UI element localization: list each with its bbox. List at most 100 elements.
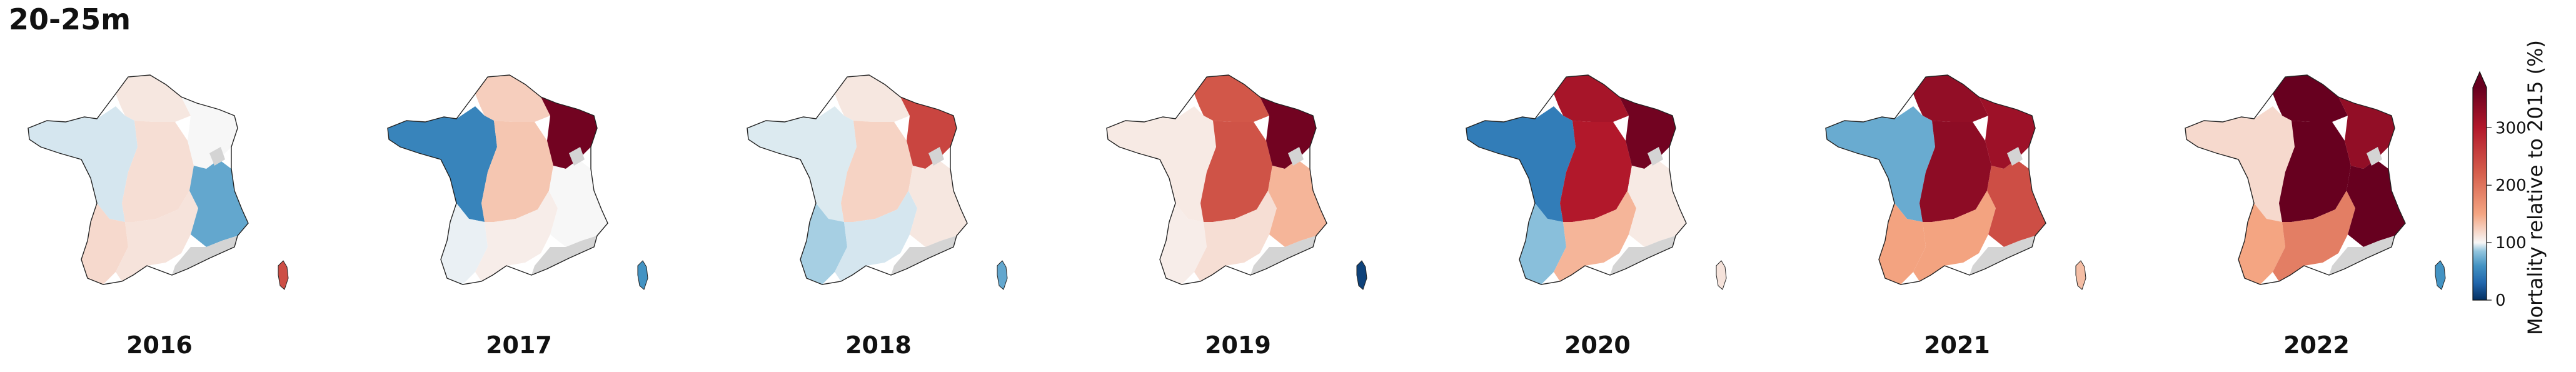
region-center xyxy=(1200,121,1272,222)
map-panel-2019 xyxy=(1100,59,1376,322)
region-east xyxy=(1979,97,2035,169)
map-panel-2020 xyxy=(1460,59,1735,322)
map-panel-2022 xyxy=(2179,59,2454,322)
region-no-data xyxy=(569,147,585,166)
region-north xyxy=(116,75,191,122)
map-panel-2018 xyxy=(741,59,1016,322)
region-east xyxy=(2338,97,2395,169)
region-north xyxy=(1913,75,1988,122)
region-south xyxy=(2273,191,2355,281)
region-no-data xyxy=(531,236,597,275)
region-east xyxy=(900,97,957,169)
country-outline xyxy=(28,74,249,285)
region-west xyxy=(1466,106,1576,222)
region-west xyxy=(1826,106,1935,222)
year-label: 2019 xyxy=(1205,331,1271,359)
colorbar-label: Mortality relative to 2015 (%) xyxy=(2523,39,2547,336)
year-label: 2022 xyxy=(2283,331,2350,359)
france-map-2021 xyxy=(1825,74,2086,290)
year-label: 2020 xyxy=(1564,331,1631,359)
region-no-data xyxy=(1250,236,1316,275)
region-no-data xyxy=(1610,236,1676,275)
colorbar-frame xyxy=(2472,71,2487,301)
region-center xyxy=(122,121,194,222)
region-south xyxy=(1913,191,1996,281)
france-map-2018 xyxy=(747,74,1008,290)
region-southwest xyxy=(441,203,488,284)
region-west xyxy=(747,106,857,222)
region-north xyxy=(2273,75,2348,122)
colorbar-extend-arrow xyxy=(2473,72,2487,88)
region-center xyxy=(1919,121,1991,222)
region-no-data xyxy=(928,147,944,166)
region-center xyxy=(2279,121,2351,222)
region-south xyxy=(475,191,558,281)
region-east xyxy=(1260,97,1316,169)
region-west xyxy=(1107,106,1216,222)
region-no-data xyxy=(172,236,238,275)
france-map-2020 xyxy=(1466,74,1727,290)
region-south xyxy=(1194,191,1277,281)
region-no-data xyxy=(1970,236,2035,275)
country-outline xyxy=(2185,74,2406,285)
region-no-data xyxy=(209,147,225,166)
colorbar: 0 100 200 300 xyxy=(2472,71,2527,310)
region-alps xyxy=(908,159,967,247)
country-outline xyxy=(387,74,608,285)
map-panel-2021 xyxy=(1819,59,2095,322)
region-corsica xyxy=(2435,260,2446,290)
country-outline xyxy=(1466,74,1687,285)
year-label: 2016 xyxy=(126,331,193,359)
colorbar-tick-label: 0 xyxy=(2495,291,2506,310)
colorbar-tick-label: 200 xyxy=(2495,176,2527,195)
region-alps xyxy=(1628,159,1686,247)
colorbar-gradient xyxy=(2473,88,2487,300)
region-corsica xyxy=(637,260,648,290)
region-southwest xyxy=(2238,203,2285,284)
region-center xyxy=(481,121,553,222)
region-south xyxy=(116,191,198,281)
france-map-2017 xyxy=(387,74,648,290)
region-alps xyxy=(549,159,608,247)
region-southwest xyxy=(1160,203,1207,284)
region-southwest xyxy=(1879,203,1926,284)
region-no-data xyxy=(1648,147,1663,166)
france-map-2022 xyxy=(2185,74,2446,290)
figure-title: 20-25m xyxy=(9,3,131,36)
region-south xyxy=(835,191,917,281)
colorbar-tick-label: 300 xyxy=(2495,119,2527,138)
region-no-data xyxy=(1288,147,1304,166)
country-outline xyxy=(747,74,968,285)
france-map-2019 xyxy=(1106,74,1367,290)
region-no-data xyxy=(2007,147,2023,166)
region-no-data xyxy=(891,236,957,275)
region-southwest xyxy=(1519,203,1566,284)
region-west xyxy=(2185,106,2295,222)
region-center xyxy=(841,121,913,222)
region-alps xyxy=(2347,159,2405,247)
year-label: 2017 xyxy=(486,331,552,359)
region-corsica xyxy=(997,260,1008,290)
region-east xyxy=(181,97,238,169)
region-east xyxy=(541,97,597,169)
region-no-data xyxy=(2329,236,2395,275)
year-label: 2018 xyxy=(845,331,912,359)
region-corsica xyxy=(1356,260,1367,290)
region-north xyxy=(1554,75,1629,122)
region-corsica xyxy=(278,260,289,290)
region-corsica xyxy=(1716,260,1727,290)
region-north xyxy=(835,75,910,122)
region-alps xyxy=(1268,159,1327,247)
region-corsica xyxy=(2075,260,2086,290)
france-map-2016 xyxy=(28,74,289,290)
region-alps xyxy=(189,159,248,247)
region-north xyxy=(1194,75,1269,122)
map-panel-2017 xyxy=(381,59,657,322)
region-north xyxy=(475,75,550,122)
region-no-data xyxy=(2367,147,2382,166)
region-center xyxy=(1560,121,1632,222)
region-south xyxy=(1554,191,1636,281)
map-panel-2016 xyxy=(22,59,297,322)
year-label: 2021 xyxy=(1924,331,1990,359)
country-outline xyxy=(1825,74,2046,285)
